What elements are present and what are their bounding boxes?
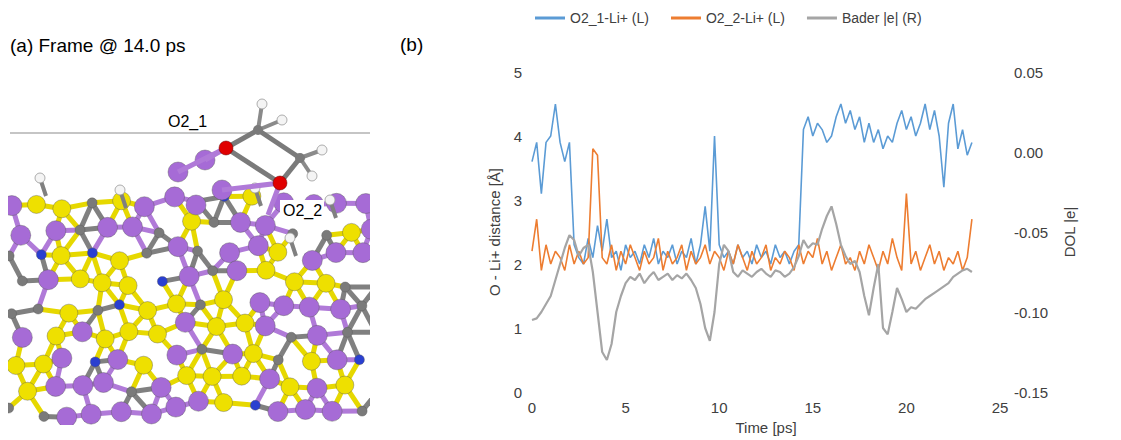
svg-text:5: 5 bbox=[621, 399, 629, 416]
svg-text:3: 3 bbox=[514, 192, 522, 209]
svg-text:0.00: 0.00 bbox=[1014, 144, 1043, 161]
svg-text:O2_2: O2_2 bbox=[283, 202, 322, 220]
svg-text:Bader |e| (R): Bader |e| (R) bbox=[842, 10, 922, 26]
svg-text:1: 1 bbox=[514, 320, 522, 337]
svg-text:(a) Frame @ 14.0 ps: (a) Frame @ 14.0 ps bbox=[10, 35, 186, 56]
svg-text:10: 10 bbox=[711, 399, 728, 416]
svg-text:5: 5 bbox=[514, 64, 522, 81]
svg-text:15: 15 bbox=[804, 399, 821, 416]
svg-text:-0.15: -0.15 bbox=[1014, 384, 1048, 401]
svg-text:O2_1-Li+ (L): O2_1-Li+ (L) bbox=[570, 10, 649, 26]
svg-text:-0.10: -0.10 bbox=[1014, 304, 1048, 321]
svg-text:2: 2 bbox=[514, 256, 522, 273]
svg-text:DOL |e|: DOL |e| bbox=[1061, 207, 1078, 258]
svg-text:Time [ps]: Time [ps] bbox=[735, 419, 796, 436]
svg-text:20: 20 bbox=[898, 399, 915, 416]
svg-text:O - Li+ distance [Å]: O - Li+ distance [Å] bbox=[486, 168, 503, 296]
svg-text:0: 0 bbox=[528, 399, 536, 416]
svg-text:O2_2-Li+ (L): O2_2-Li+ (L) bbox=[706, 10, 785, 26]
svg-text:0.05: 0.05 bbox=[1014, 64, 1043, 81]
svg-text:4: 4 bbox=[514, 128, 522, 145]
svg-text:O2_1: O2_1 bbox=[168, 113, 207, 131]
svg-text:25: 25 bbox=[992, 399, 1009, 416]
svg-text:-0.05: -0.05 bbox=[1014, 224, 1048, 241]
svg-text:(b): (b) bbox=[400, 34, 423, 55]
svg-text:0: 0 bbox=[514, 384, 522, 401]
